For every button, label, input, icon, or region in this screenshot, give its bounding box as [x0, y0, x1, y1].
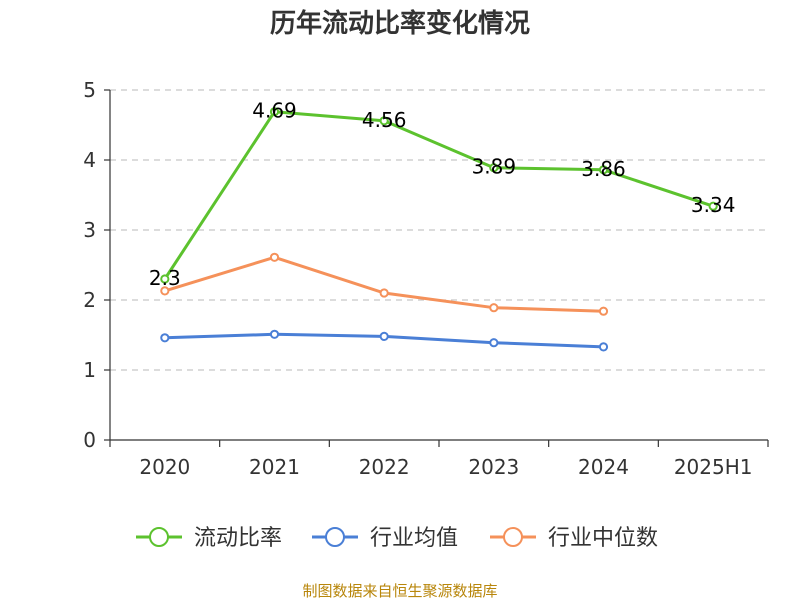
- gridlines: [110, 89, 768, 371]
- legend-label: 行业均值: [370, 526, 458, 551]
- x-tick-label: 2020: [139, 455, 190, 479]
- data-point: [379, 288, 389, 298]
- legend-marker: [503, 527, 523, 547]
- data-point: [160, 274, 170, 284]
- x-tick-label: 2022: [359, 455, 410, 479]
- y-tick-label: 1: [83, 358, 96, 382]
- x-tick-label: 2023: [468, 455, 519, 479]
- data-point: [160, 333, 170, 343]
- source-note: 制图数据来自恒生聚源数据库: [302, 582, 497, 600]
- data-point: [379, 116, 389, 126]
- data-point: [379, 331, 389, 341]
- axes: 0 1 2 3 4 5 2020 2021 2022 2023 2024 2025H1: [83, 78, 769, 479]
- data-point: [489, 163, 499, 173]
- data-point: [598, 342, 609, 352]
- y-tick-label: 4: [83, 148, 96, 172]
- data-labels: 2.3 4.69 4.56 3.89 3.86 3.34: [149, 99, 736, 290]
- data-label: 3.89: [472, 155, 517, 179]
- data-label: 3.34: [691, 193, 736, 217]
- y-tick-label: 2: [83, 288, 96, 312]
- legend-label: 流动比率: [194, 526, 282, 551]
- data-point: [598, 306, 609, 316]
- y-tick-label: 3: [83, 218, 96, 242]
- series-line: [163, 110, 714, 280]
- data-point: [708, 201, 718, 211]
- data-point: [269, 329, 280, 339]
- data-label: 4.56: [362, 108, 407, 132]
- y-tick-label: 5: [83, 78, 96, 102]
- legend-marker: [149, 527, 169, 547]
- data-point: [160, 286, 170, 296]
- data-point: [269, 252, 280, 262]
- legend: 流动比率 行业均值 行业中位数: [136, 526, 658, 551]
- x-tick-label: 2021: [249, 455, 300, 479]
- data-label: 4.69: [252, 99, 297, 123]
- y-tick-label: 0: [83, 428, 96, 452]
- data-point: [489, 338, 499, 348]
- data-point: [489, 303, 499, 313]
- chart-title: 历年流动比率变化情况: [270, 8, 530, 39]
- data-point: [598, 165, 609, 175]
- x-tick-label: 2025H1: [674, 455, 753, 479]
- legend-label: 行业中位数: [548, 526, 658, 551]
- data-label: 2.3: [149, 266, 181, 290]
- series-layer: [160, 107, 718, 352]
- legend-marker: [325, 527, 345, 547]
- series-line: [164, 255, 604, 313]
- data-point: [269, 107, 280, 117]
- x-tick-label: 2024: [578, 455, 629, 479]
- data-label: 3.86: [581, 157, 626, 181]
